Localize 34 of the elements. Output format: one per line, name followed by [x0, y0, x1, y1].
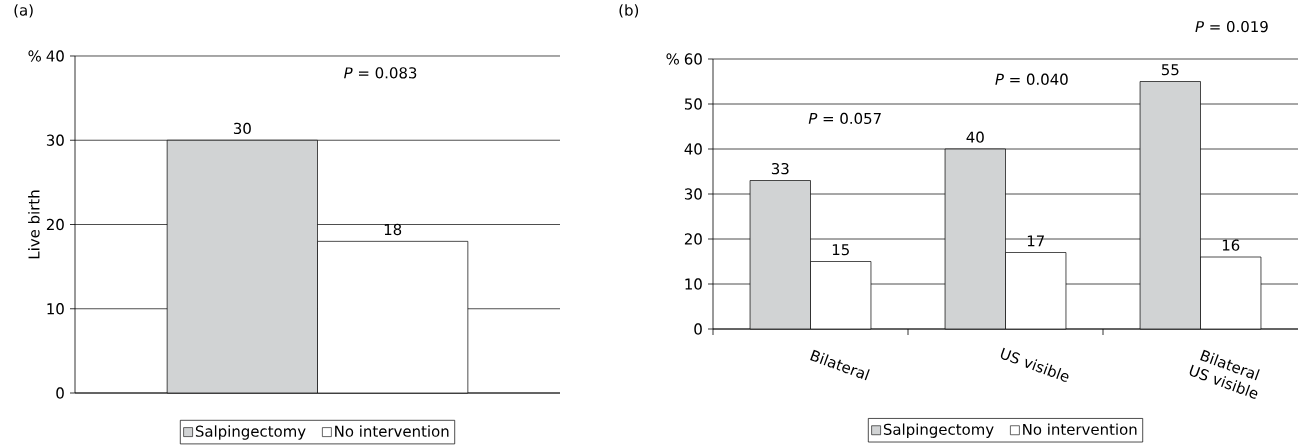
y-tick-label: 30: [46, 134, 64, 146]
data-label: 16: [1222, 239, 1240, 251]
text: P = 0.019: [1195, 20, 1268, 33]
y-tick-label: 0: [56, 387, 64, 399]
data-label: 18: [384, 223, 402, 236]
chart-title: (b): [619, 4, 639, 18]
y-axis-title: Live birth: [28, 190, 40, 259]
y-tick-label: 40: [46, 50, 64, 62]
text: %: [666, 53, 679, 65]
y-tick-label: 20: [46, 218, 64, 231]
data-label: 55: [1161, 64, 1179, 76]
y-tick-label: 50: [684, 98, 702, 110]
y-tick-label: 60: [684, 53, 702, 65]
legend-label: Salpingectomy: [195, 425, 306, 440]
legend-label: No intervention: [335, 425, 449, 437]
data-label: 33: [771, 163, 789, 175]
x-tick-label: US visible: [1000, 347, 1069, 382]
data-label: 30: [233, 122, 251, 135]
annotation: P = 0.057: [808, 112, 881, 125]
y-tick-label: 20: [684, 233, 702, 245]
y-tick-label: 10: [685, 278, 702, 290]
y-tick-label: 30: [684, 188, 702, 200]
chart-title: (a): [14, 4, 33, 18]
annotation: P = 0.040: [995, 73, 1068, 85]
legend-label: No intervention: [1023, 423, 1137, 436]
y-tick-label: 10: [47, 303, 64, 315]
text: %: [28, 50, 41, 62]
y-tick-label: 0: [694, 323, 702, 335]
annotation: P = 0.083: [344, 67, 417, 79]
data-label: 17: [1027, 235, 1044, 247]
data-label: 15: [832, 244, 849, 256]
y-tick-label: 40: [684, 143, 702, 155]
legend-label: Salpingectomy: [883, 423, 994, 438]
data-label: 40: [966, 131, 984, 143]
